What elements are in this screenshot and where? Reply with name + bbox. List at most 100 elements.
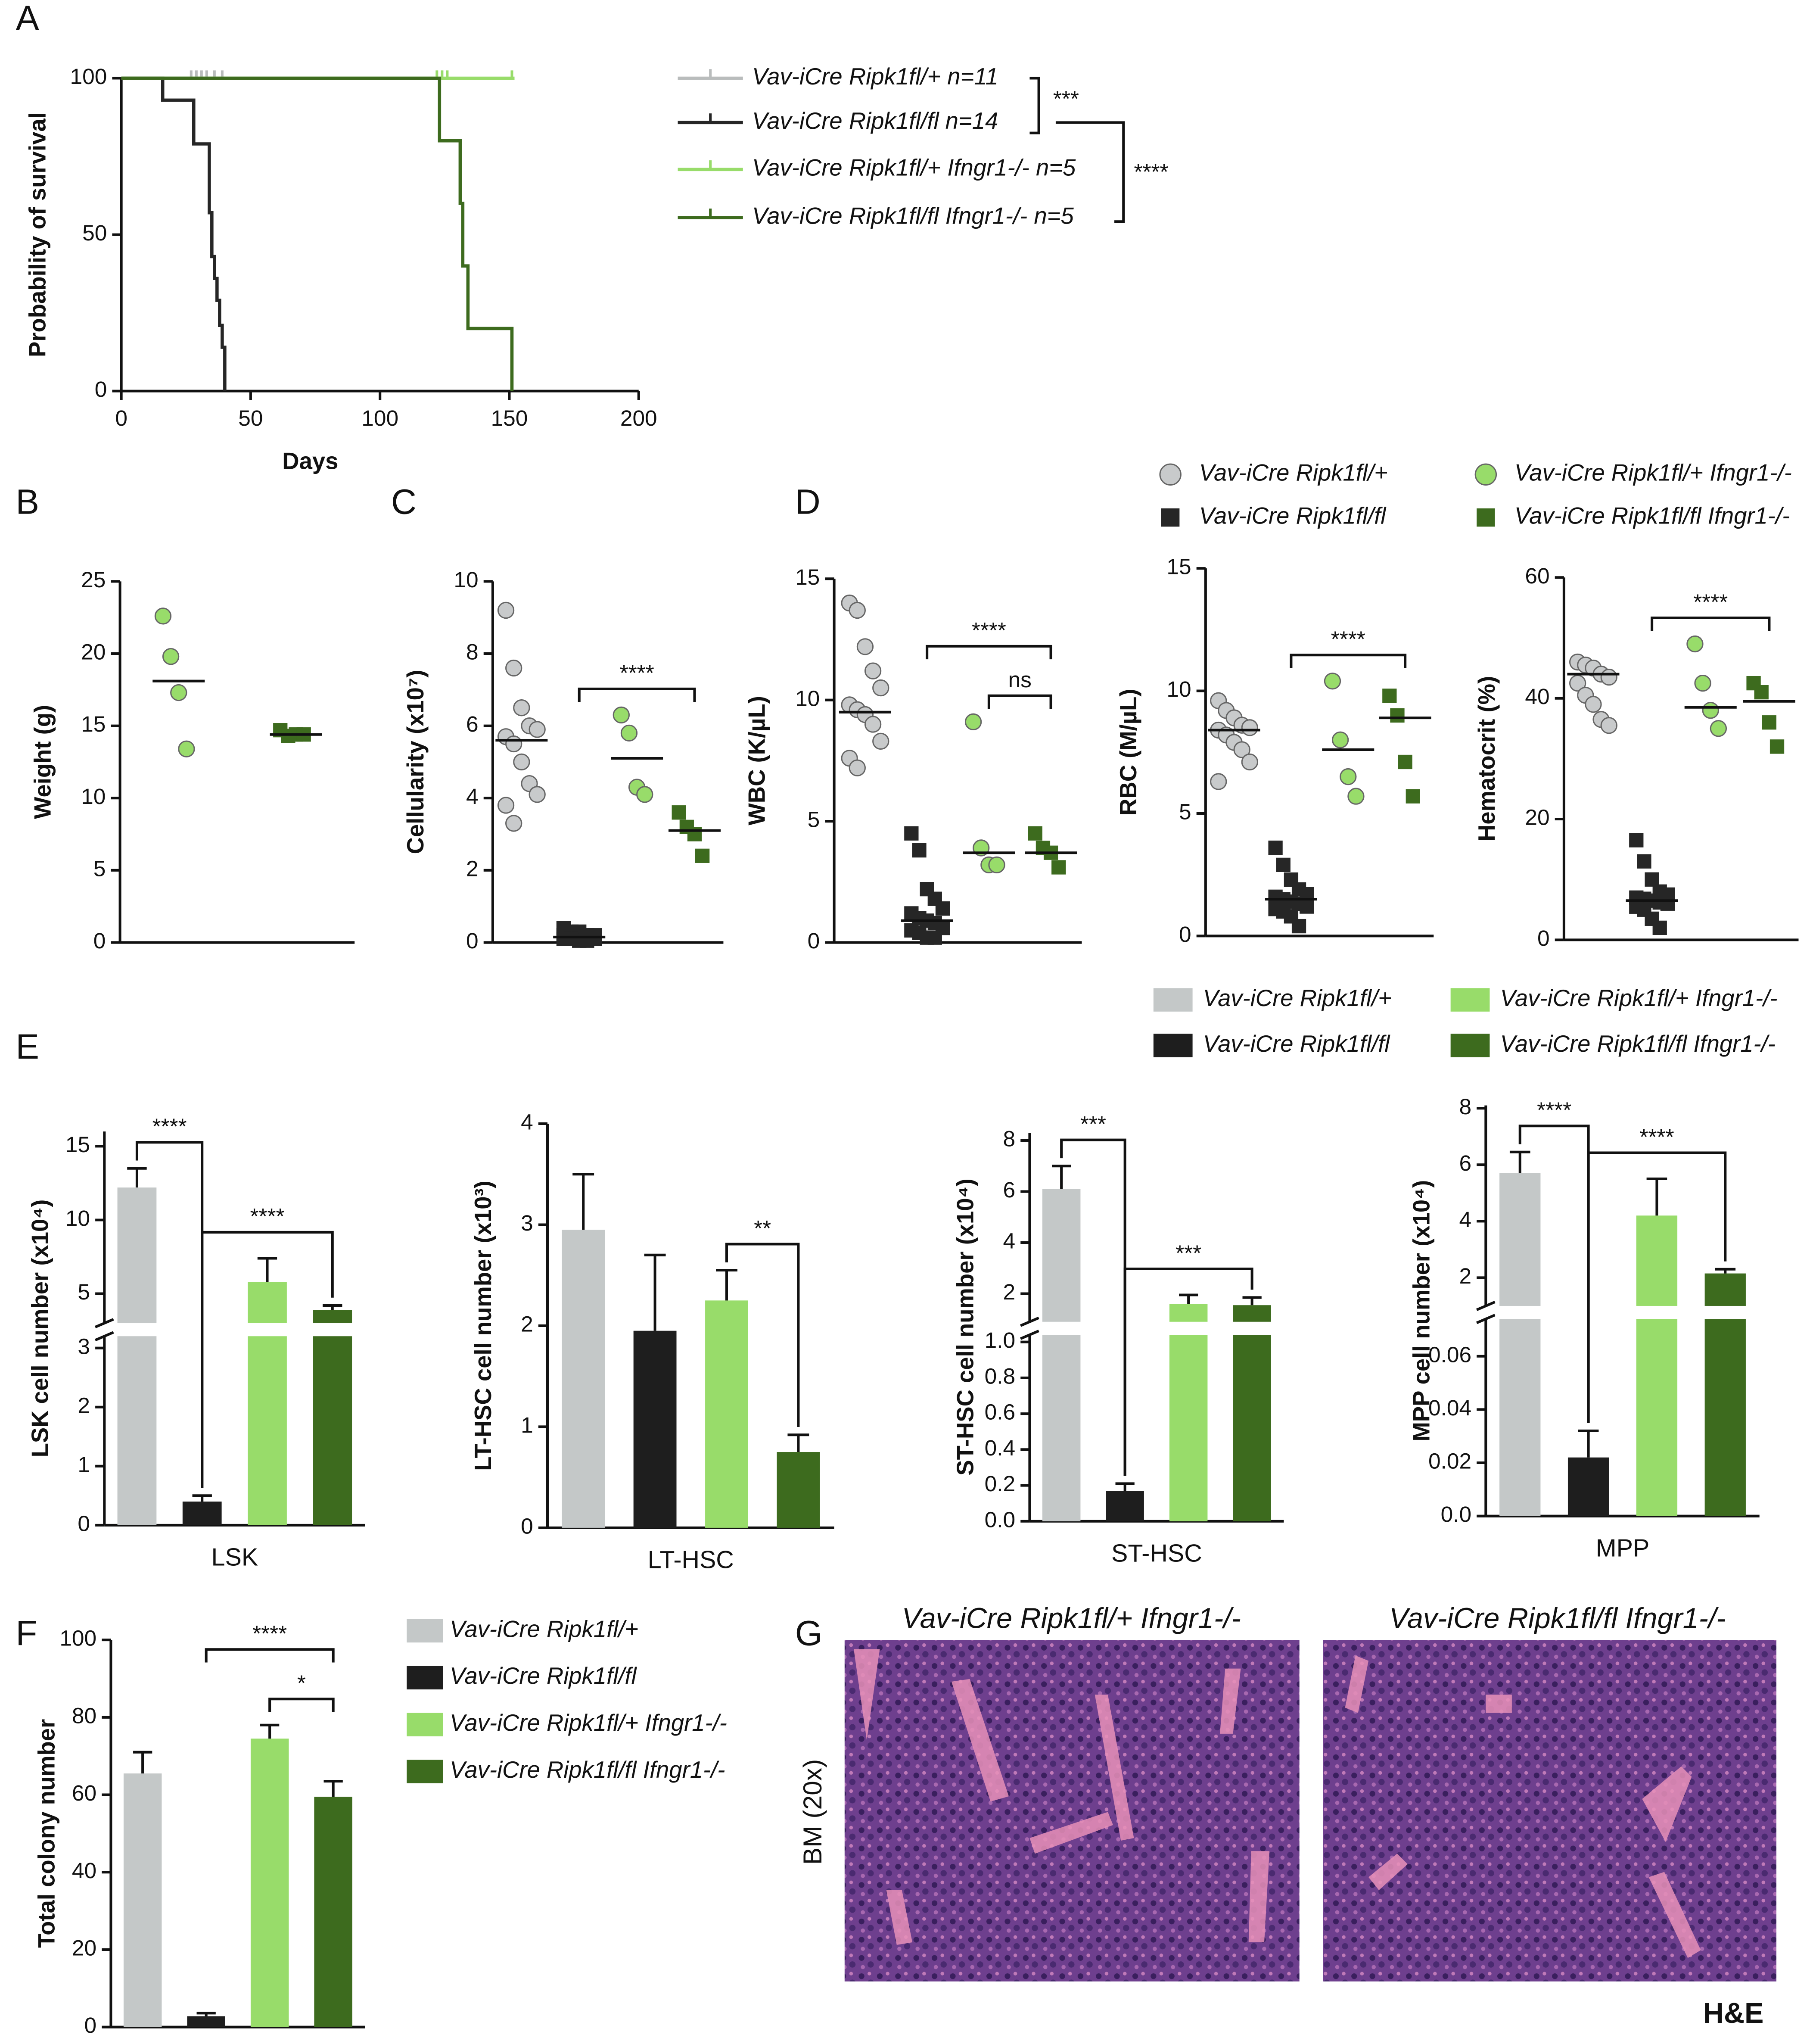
error-bar (192, 1494, 212, 1502)
y-tick-label: 6 (1003, 1177, 1016, 1202)
error-bar (716, 1268, 737, 1301)
legend-label: Vav-iCre Ripk1fl/+ (450, 1616, 638, 1642)
survival-curve (121, 76, 227, 391)
y-tick-label: 0 (1537, 925, 1550, 950)
significance-bracket (1123, 1267, 1253, 1476)
significance-label: ns (1008, 667, 1032, 692)
y-axis-label: Cellularity (x10⁷) (402, 670, 429, 854)
legend-label: Vav-iCre Ripk1fl/+ Ifngr1-/- (1514, 460, 1792, 486)
y-tick-label: 0.0 (1441, 1502, 1471, 1527)
y-tick-label: 1 (78, 1452, 90, 1477)
y-tick-label: 4 (466, 784, 479, 809)
significance-bracket (1587, 1151, 1727, 1423)
annotation: **** (1134, 159, 1168, 184)
error-bar (787, 1433, 809, 1452)
legend-label: Vav-iCre Ripk1fl/fl Ifngr1-/- n=5 (752, 203, 1074, 229)
y-tick-label: 0.4 (985, 1435, 1015, 1460)
y-axis-label: Probability of survival (24, 112, 50, 357)
legend-swatch (407, 1619, 443, 1643)
axis-break-mark (1020, 1316, 1039, 1327)
legend-label: Vav-iCre Ripk1fl/fl (1199, 503, 1387, 529)
y-tick-label: 0 (84, 2013, 97, 2038)
error-bar (572, 1173, 594, 1230)
y-axis-label: LT-HSC cell number (x10³) (470, 1181, 496, 1471)
y-tick-label: 10 (65, 1206, 90, 1231)
bar (314, 1797, 352, 2027)
dot (1028, 826, 1042, 841)
legend-label: Vav-iCre Ripk1fl/fl (450, 1663, 637, 1689)
y-tick-label: 15 (795, 564, 820, 589)
dot (1645, 872, 1659, 887)
dot (1241, 753, 1259, 771)
error-bar (644, 1253, 666, 1331)
dot (580, 933, 594, 948)
dot (1210, 773, 1227, 790)
y-axis-label: WBC (K/µL) (743, 696, 770, 825)
error-bar (133, 1751, 152, 1774)
x-tick-label: 50 (238, 405, 263, 430)
survival-brackets (1029, 77, 1125, 223)
x-tick-label: 150 (491, 405, 528, 430)
dot (1340, 768, 1357, 785)
significance-bracket (987, 694, 1052, 709)
dot (1600, 717, 1617, 734)
dot (505, 815, 522, 832)
bracket (1029, 77, 1040, 134)
y-tick-label: 2 (1003, 1279, 1016, 1304)
y-tick-label: 0 (808, 928, 820, 953)
y-tick-label: 100 (70, 64, 107, 89)
error-bar (1509, 1150, 1530, 1173)
axis-break-mark (1476, 1314, 1496, 1324)
significance-label: **** (252, 1621, 287, 1646)
y-tick-label: 0.02 (1428, 1449, 1471, 1474)
y-tick-label: 0.8 (985, 1363, 1015, 1388)
legend-label: Vav-iCre Ripk1fl/+ (1199, 460, 1388, 486)
y-tick-label: 2 (521, 1312, 533, 1337)
legend-label: Vav-iCre Ripk1fl/fl (1203, 1031, 1390, 1057)
dot (178, 740, 195, 757)
dot (672, 805, 686, 820)
error-bar (196, 2012, 216, 2016)
dot (1268, 840, 1283, 855)
y-tick-label: 0.6 (985, 1399, 1015, 1424)
dot (1694, 674, 1711, 692)
bar (1106, 1491, 1144, 1521)
y-tick-label: 2 (1459, 1263, 1471, 1288)
y-tick-label: 20 (72, 1935, 96, 1960)
panel-label: C (391, 482, 417, 521)
y-tick-label: 4 (1003, 1228, 1016, 1253)
axis-break-mark (94, 1318, 114, 1328)
significance-bracket (205, 1648, 335, 1663)
panel-label: A (16, 0, 40, 38)
bar (633, 1330, 677, 1528)
dot (162, 648, 180, 665)
y-axis-label: Hematocrit (%) (1474, 676, 1500, 841)
bar (248, 1282, 287, 1525)
dot (964, 713, 982, 731)
significance-label: **** (1639, 1124, 1674, 1149)
dot (1637, 854, 1651, 869)
legend-marker (1477, 508, 1495, 527)
panel-label: E (16, 1027, 39, 1066)
bar (1042, 1189, 1081, 1521)
axis-break (1014, 1321, 1287, 1335)
legend-swatch (1153, 988, 1193, 1012)
legend-marker (1474, 463, 1497, 486)
dot (1585, 696, 1602, 713)
y-tick-label: 0 (521, 1513, 533, 1538)
y-tick-label: 2 (466, 856, 479, 881)
significance-bracket (725, 1243, 800, 1427)
dot (1702, 702, 1719, 719)
dot (1600, 668, 1617, 686)
axis-break-mark (1020, 1330, 1039, 1340)
y-tick-label: 6 (1459, 1150, 1471, 1175)
bar (1169, 1304, 1208, 1521)
dot (872, 732, 889, 750)
y-tick-label: 15 (1166, 554, 1191, 579)
significance-label: ** (754, 1215, 771, 1240)
dot (904, 826, 919, 841)
histology (844, 1640, 1777, 1982)
dot (1629, 833, 1644, 848)
significance-label: **** (1537, 1097, 1571, 1122)
y-tick-label: 1.0 (985, 1327, 1015, 1352)
